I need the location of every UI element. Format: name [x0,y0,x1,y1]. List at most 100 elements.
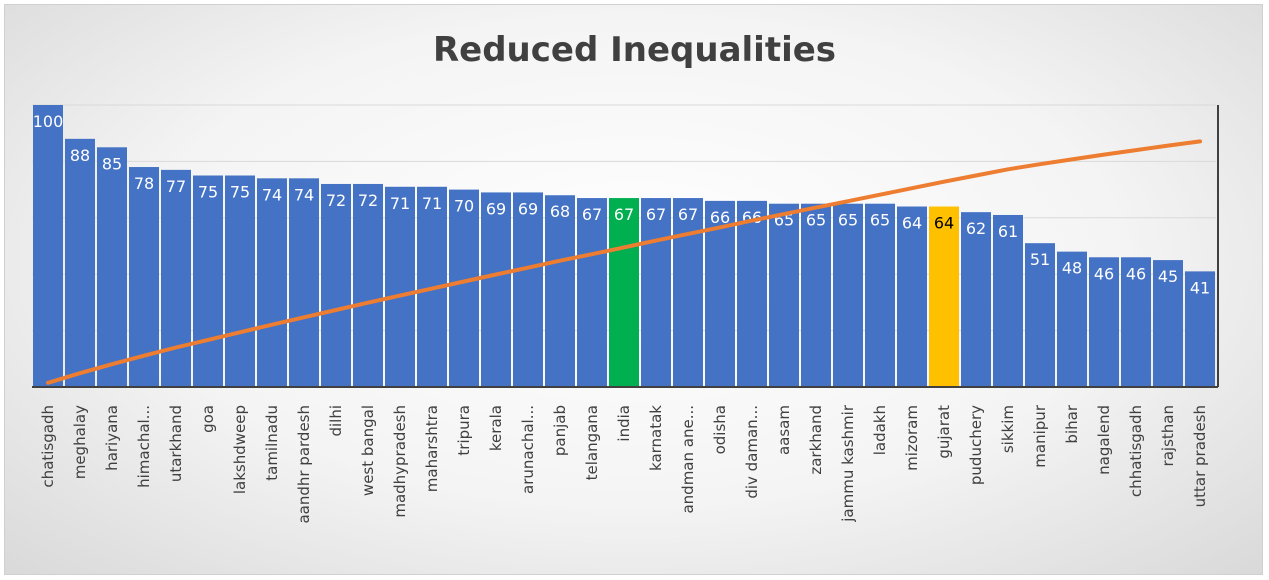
data-label: 66 [710,208,730,227]
bar [481,192,511,387]
data-label: 65 [806,211,826,230]
category-label: mizoram [903,405,921,471]
category-label: west bangal [359,405,377,496]
data-label: 74 [262,185,282,204]
data-label: 45 [1158,267,1178,286]
bar [673,198,703,387]
bar [353,183,383,387]
category-label: rajsthan [1159,405,1177,466]
bar [129,167,159,387]
bar [961,212,991,387]
bar [161,169,191,387]
category-label: chatisgadh [39,405,57,488]
bar [65,138,95,387]
bar [33,105,63,387]
data-label: 64 [902,214,922,233]
bar [1025,243,1055,387]
category-label: jammu kashmir [839,404,857,523]
category-label: madhypradesh [391,405,409,518]
category-label: andman ane... [679,405,697,514]
bar [737,200,767,387]
bar [769,203,799,387]
data-label: 69 [486,199,506,218]
data-label: 51 [1030,250,1050,269]
bar [193,175,223,387]
category-label: hariyana [103,405,121,471]
data-label: 85 [102,154,122,173]
category-label: bihar [1063,404,1081,443]
data-label: 67 [646,205,666,224]
category-label: panjab [551,405,569,456]
bar [993,214,1023,387]
data-label: 41 [1190,278,1210,297]
category-label: meghalay [71,405,89,479]
data-label: 67 [678,205,698,224]
category-label: india [615,405,633,442]
category-label: odisha [711,405,729,454]
data-label: 75 [230,183,250,202]
category-label: sikkim [999,405,1017,453]
bar [1153,260,1183,387]
bar [545,195,575,387]
data-label: 70 [454,197,474,216]
data-label: 74 [294,185,314,204]
bar [97,147,127,387]
data-label: 75 [198,183,218,202]
chart-title: Reduced Inequalities [432,30,837,70]
bar [321,183,351,387]
data-label: 77 [166,177,186,196]
bar [449,189,479,387]
bar [1121,257,1151,387]
category-label: karnatak [647,405,665,471]
bar [609,198,639,387]
bar [929,206,959,387]
category-label: arunachal... [519,405,537,494]
bar [513,192,543,387]
category-label: tripura [455,405,473,456]
data-label: 72 [358,191,378,210]
data-label: 72 [326,191,346,210]
data-label: 46 [1126,264,1146,283]
category-label: tamilnadu [263,405,281,481]
bar [865,203,895,387]
bar [577,198,607,387]
category-label: goa [199,405,217,433]
bar [1185,271,1215,387]
trend-line [46,139,1202,385]
data-label: 68 [550,202,570,221]
data-label: 78 [134,174,154,193]
category-label: aandhr pardesh [295,405,313,524]
data-label: 65 [838,211,858,230]
data-label: 67 [614,205,634,224]
data-label: 88 [70,146,90,165]
category-label: maharshtra [423,405,441,492]
bar [705,200,735,387]
data-label: 46 [1094,264,1114,283]
category-label: himachal... [135,405,153,488]
category-label: nagalend [1095,405,1113,475]
bar [225,175,255,387]
category-label: manipur [1031,404,1049,468]
category-label: div daman... [743,405,761,499]
data-label: 65 [870,211,890,230]
bar [641,198,671,387]
category-label: gujarat [935,405,953,459]
category-label: dilhi [327,405,345,437]
data-label: 61 [998,222,1018,241]
category-label: puduchery [967,405,985,485]
category-label: aasam [775,405,793,455]
bar [289,178,319,387]
bar [801,203,831,387]
category-label: lakshdweep [231,405,249,494]
bar [1089,257,1119,387]
category-label: zarkhand [807,405,825,475]
category-label: kerala [487,405,505,451]
category-label: ladakh [871,405,889,455]
bar [833,203,863,387]
category-label: utarkhand [167,405,185,482]
data-label: 64 [934,214,954,233]
data-label: 71 [390,194,410,213]
data-label: 62 [966,219,986,238]
category-label: chhatisgadh [1127,405,1145,497]
